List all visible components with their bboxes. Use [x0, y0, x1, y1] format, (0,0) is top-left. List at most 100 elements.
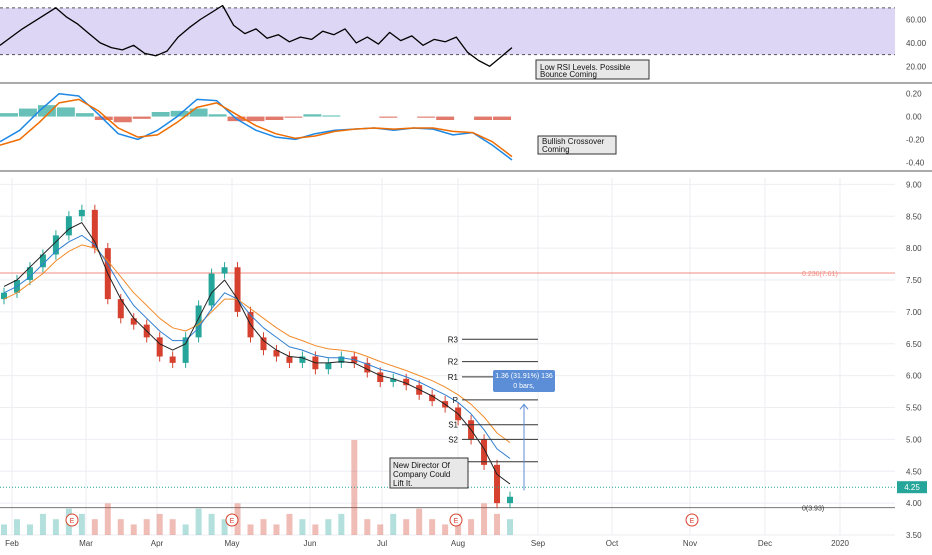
- candle-body: [65, 216, 72, 236]
- candle-body: [208, 273, 215, 306]
- macd-annotation-line-2: Coming: [542, 145, 570, 154]
- earnings-marker: [685, 513, 699, 527]
- price-annotation-line-3: Lift It.: [393, 479, 413, 488]
- volume-bar: [325, 519, 332, 535]
- earnings-marker-text: E: [454, 518, 459, 525]
- x-tick-label: May: [224, 539, 239, 548]
- last-price-tag: [897, 481, 927, 494]
- volume-bar: [104, 503, 111, 535]
- x-tick-label: Dec: [758, 539, 772, 548]
- macd-annotation-box: [537, 135, 617, 155]
- candle-body: [377, 372, 384, 382]
- price-tick-label: 5.50: [906, 404, 922, 413]
- ema-slow-line: [3, 244, 511, 444]
- earnings-marker-text: E: [70, 518, 75, 525]
- price-tick-label: 9.00: [906, 180, 922, 189]
- candle-body: [299, 356, 306, 363]
- macd-histogram-bar: [37, 105, 56, 117]
- volume-bar: [442, 524, 449, 535]
- price-annotation-line-1: New Director Of: [393, 461, 451, 470]
- candle-body: [260, 337, 267, 351]
- rsi-band: [0, 7, 895, 55]
- price-tick-label: 7.00: [906, 308, 922, 317]
- earnings-marker-text: E: [230, 518, 235, 525]
- rsi-annotation-line-1: Low RSI Levels. Possible: [540, 63, 631, 72]
- macd-histogram-bar: [113, 116, 132, 123]
- volume-bar: [481, 503, 488, 535]
- candle-body: [182, 337, 189, 363]
- price-tick-label: 7.50: [906, 276, 922, 285]
- volume-bar: [39, 513, 46, 535]
- volume-bar: [13, 519, 20, 535]
- price-tick-label: 8.50: [906, 212, 922, 221]
- rsi-line: [0, 4, 513, 67]
- volume-bar: [364, 519, 371, 535]
- candle-body: [1, 292, 7, 300]
- macd-histogram-bar: [18, 108, 37, 117]
- macd-histogram-bar: [379, 116, 398, 118]
- macd-signal-line: [0, 98, 513, 158]
- pivot-label: R1: [448, 373, 459, 382]
- macd-histogram-bar: [265, 116, 284, 120]
- volume-bar: [377, 524, 384, 535]
- volume-bar: [416, 508, 423, 535]
- candle-body: [494, 464, 501, 504]
- earnings-marker-text: E: [690, 518, 695, 525]
- x-tick-label: Oct: [606, 539, 619, 548]
- price-annotation-box: [389, 457, 469, 489]
- volume-bar: [468, 519, 475, 535]
- annotations: Low RSI Levels. Possible Bounce Coming B…: [389, 59, 650, 489]
- candle-body: [117, 299, 124, 319]
- volume-bar: [26, 524, 33, 535]
- volume-bar: [169, 519, 176, 535]
- volume-bar: [156, 513, 163, 535]
- candle-body: [364, 362, 371, 373]
- macd-histogram-bar: [0, 113, 18, 117]
- ema-fast-line: [3, 222, 511, 485]
- volume-bar: [390, 513, 397, 535]
- measure-line-2: 0 bars,: [513, 383, 534, 390]
- price-tick-label: 6.50: [906, 340, 922, 349]
- x-tick-label: Jun: [304, 539, 317, 548]
- price-tick-label: 5.00: [906, 435, 922, 444]
- macd-histogram-bar: [75, 113, 94, 117]
- candle-body: [52, 235, 59, 255]
- fib-label: 0.236(7.61): [802, 271, 838, 278]
- volume-bar: [1, 524, 7, 535]
- candle-body: [78, 209, 85, 217]
- fib-low-label: 0(3.93): [802, 506, 824, 513]
- x-tick-label: Jul: [377, 539, 387, 548]
- volume-bar: [312, 524, 319, 535]
- candle-body: [390, 378, 397, 382]
- rsi-pane: 60.00 40.00 20.00: [0, 4, 932, 84]
- price-tick-label: 4.00: [906, 499, 922, 508]
- measure-box: [493, 370, 555, 392]
- macd-histogram-bar: [189, 108, 208, 117]
- price-tick-label: 3.50: [906, 531, 922, 540]
- volume-bar: [208, 513, 215, 535]
- price-pane: 9.00 8.50 8.00 7.50 7.00 6.50 6.00 5.50 5.00 4.50…: [0, 178, 927, 548]
- volume-bar: [130, 524, 137, 535]
- volume-bar: [299, 519, 306, 535]
- macd-tick-label: -0.40: [906, 158, 925, 167]
- pivot-label: P: [453, 396, 458, 405]
- rsi-tick-label: 40.00: [906, 39, 927, 48]
- macd-histogram-bar: [151, 112, 170, 117]
- volume-bar: [494, 513, 501, 535]
- macd-histogram-bar: [436, 116, 455, 120]
- candle-body: [507, 496, 513, 504]
- volume-bar: [195, 508, 202, 535]
- price-tick-label: 6.00: [906, 372, 922, 381]
- candle-body: [234, 267, 241, 312]
- macd-tick-label: 0.00: [906, 113, 922, 122]
- volume-bar: [91, 519, 98, 535]
- macd-histogram-bar: [303, 114, 322, 117]
- volume-bar: [403, 519, 410, 535]
- x-tick-label: Mar: [79, 539, 93, 548]
- volume-bar: [260, 519, 267, 535]
- x-tick-label: Aug: [451, 539, 465, 548]
- volume-bar: [286, 513, 293, 535]
- rsi-annotation-box: [535, 59, 650, 80]
